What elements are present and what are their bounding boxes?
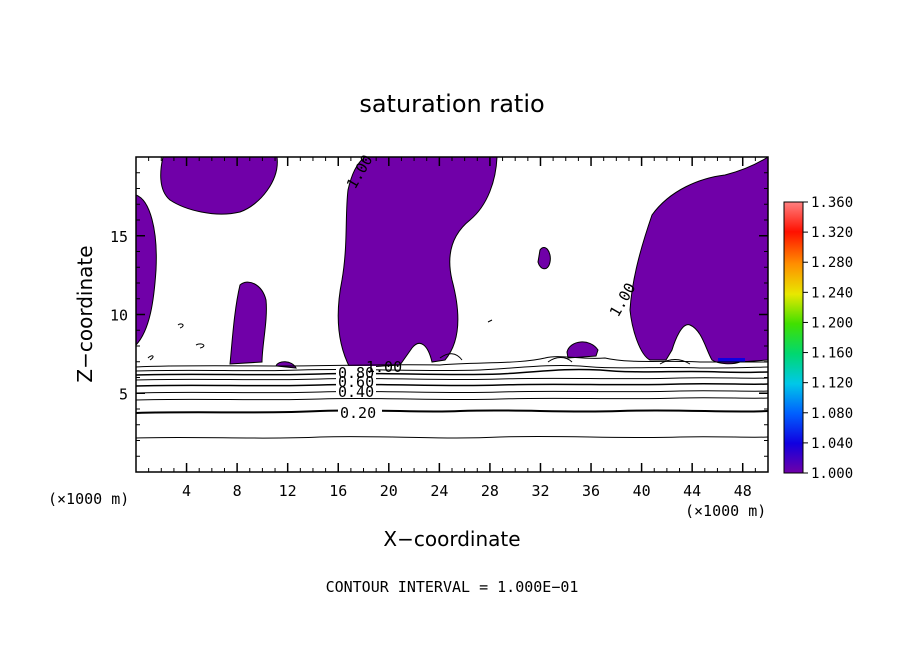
contour-label: 0.80 bbox=[338, 364, 374, 382]
x-tick-label: 48 bbox=[734, 482, 752, 500]
contour-line bbox=[136, 377, 768, 381]
contour-line bbox=[136, 364, 768, 372]
contour-line bbox=[136, 356, 768, 368]
colorbar-tick-label: 1.040 bbox=[811, 436, 853, 452]
region-central-column bbox=[337, 157, 498, 369]
x-tick-label: 16 bbox=[329, 482, 347, 500]
x-tick-label: 36 bbox=[582, 482, 600, 500]
y-tick-label: 15 bbox=[110, 228, 128, 246]
region-top-left bbox=[160, 157, 278, 215]
x-tick-label: 44 bbox=[683, 482, 701, 500]
x-tick-label: 28 bbox=[481, 482, 499, 500]
x-tick-label: 4 bbox=[182, 482, 191, 500]
colorbar-tick-label: 1.280 bbox=[811, 255, 853, 271]
region-blob-8 bbox=[229, 281, 267, 365]
colorbar-tick-label: 1.200 bbox=[811, 315, 853, 331]
region-small-12 bbox=[275, 361, 297, 369]
contour-interval-note: CONTOUR INTERVAL = 1.000E−01 bbox=[326, 578, 579, 596]
x-unit-right: (×1000 m) bbox=[685, 502, 766, 520]
region-left-edge bbox=[136, 194, 157, 346]
y-tick-label: 10 bbox=[110, 307, 128, 325]
x-tick-label: 40 bbox=[633, 482, 651, 500]
y-axis-ticks: 5 10 15 bbox=[110, 172, 768, 457]
contour-line bbox=[136, 382, 768, 387]
contour-lines bbox=[136, 319, 768, 439]
x-tick-label: 20 bbox=[380, 482, 398, 500]
contour-line bbox=[147, 319, 493, 361]
contour-line bbox=[136, 397, 768, 401]
y-axis-label: Z−coordinate bbox=[73, 245, 97, 382]
x-tick-label: 32 bbox=[531, 482, 549, 500]
contour-label: 0.40 bbox=[338, 383, 374, 401]
x-unit-left: (×1000 m) bbox=[48, 490, 129, 508]
x-tick-label: 12 bbox=[279, 482, 297, 500]
contour-label: 1.00 bbox=[366, 358, 402, 376]
region-small-32 bbox=[537, 247, 551, 270]
colorbar-tick-label: 1.000 bbox=[811, 466, 853, 482]
x-axis-label: X−coordinate bbox=[383, 527, 520, 551]
region-small-35 bbox=[566, 341, 599, 359]
contour-line bbox=[136, 390, 768, 394]
contour-label: 0.60 bbox=[338, 373, 374, 391]
colorbar-tick-label: 1.360 bbox=[811, 195, 853, 211]
region-blue-patch bbox=[718, 358, 745, 362]
contour-line bbox=[136, 409, 768, 414]
colorbar-tick-label: 1.120 bbox=[811, 376, 853, 392]
y-tick-label: 5 bbox=[119, 385, 128, 403]
contour-line bbox=[136, 368, 768, 376]
chart-title: saturation ratio bbox=[359, 90, 544, 118]
colorbar-tick-label: 1.160 bbox=[811, 346, 853, 362]
colorbar bbox=[783, 201, 804, 474]
x-tick-label: 8 bbox=[233, 482, 242, 500]
region-right-column bbox=[629, 157, 768, 365]
supersaturation-regions bbox=[136, 157, 768, 369]
colorbar-ticks: 1.000 1.040 1.080 1.120 1.160 1.200 1.240 1.280… bbox=[803, 195, 853, 482]
contour-label: 0.20 bbox=[340, 404, 376, 422]
x-tick-label: 24 bbox=[430, 482, 448, 500]
x-axis-ticks: 4 8 12 16 20 24 28 32 36 40 44 48 bbox=[148, 157, 756, 500]
contour-line bbox=[439, 353, 691, 365]
colorbar-tick-label: 1.320 bbox=[811, 225, 853, 241]
contour-line bbox=[136, 435, 768, 439]
colorbar-tick-label: 1.240 bbox=[811, 285, 853, 301]
colorbar-tick-label: 1.080 bbox=[811, 406, 853, 422]
